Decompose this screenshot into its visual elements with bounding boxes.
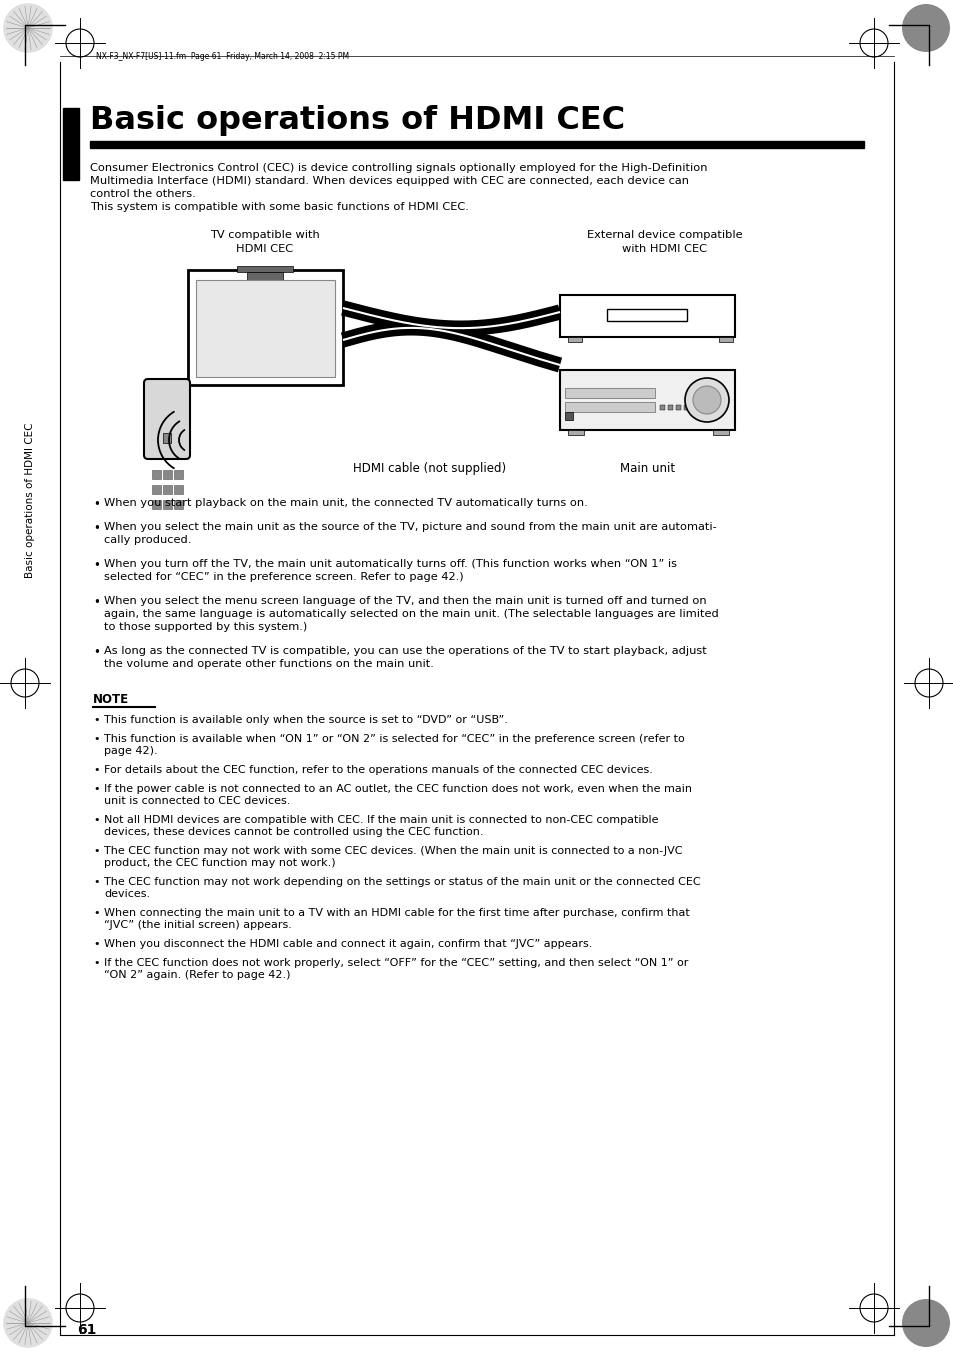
Text: •: • bbox=[92, 846, 99, 857]
Text: This system is compatible with some basic functions of HDMI CEC.: This system is compatible with some basi… bbox=[90, 203, 468, 212]
Text: page 42).: page 42). bbox=[104, 746, 157, 757]
Text: HDMI cable (not supplied): HDMI cable (not supplied) bbox=[353, 462, 506, 476]
Text: When you turn off the TV, the main unit automatically turns off. (This function : When you turn off the TV, the main unit … bbox=[104, 559, 677, 569]
Bar bbox=[163, 500, 172, 509]
Text: •: • bbox=[92, 877, 99, 888]
Circle shape bbox=[4, 1300, 52, 1347]
Text: HDMI CEC: HDMI CEC bbox=[236, 245, 294, 254]
Text: When you select the menu screen language of the TV, and then the main unit is tu: When you select the menu screen language… bbox=[104, 596, 706, 607]
Text: Basic operations of HDMI CEC: Basic operations of HDMI CEC bbox=[25, 423, 35, 578]
Text: •: • bbox=[92, 646, 100, 659]
Text: Main unit: Main unit bbox=[619, 462, 675, 476]
Bar bbox=[567, 336, 581, 342]
Text: Multimedia Interface (HDMI) standard. When devices equipped with CEC are connect: Multimedia Interface (HDMI) standard. Wh… bbox=[90, 176, 688, 186]
Text: •: • bbox=[92, 958, 99, 969]
Text: again, the same language is automatically selected on the main unit. (The select: again, the same language is automaticall… bbox=[104, 609, 718, 619]
Text: TV compatible with: TV compatible with bbox=[210, 230, 319, 240]
Bar bbox=[559, 295, 734, 336]
FancyBboxPatch shape bbox=[144, 380, 190, 459]
Text: “JVC” (the initial screen) appears.: “JVC” (the initial screen) appears. bbox=[104, 920, 292, 929]
Text: The CEC function may not work with some CEC devices. (When the main unit is conn: The CEC function may not work with some … bbox=[104, 846, 681, 857]
Bar bbox=[564, 412, 573, 420]
Text: •: • bbox=[92, 499, 100, 511]
Bar bbox=[567, 430, 583, 435]
Bar bbox=[152, 485, 161, 494]
Text: the volume and operate other functions on the main unit.: the volume and operate other functions o… bbox=[104, 659, 434, 669]
Bar bbox=[667, 405, 672, 409]
Bar bbox=[163, 470, 172, 480]
Text: When you select the main unit as the source of the TV, picture and sound from th: When you select the main unit as the sou… bbox=[104, 521, 716, 532]
Bar bbox=[63, 108, 79, 180]
Bar bbox=[676, 405, 680, 409]
Bar bbox=[173, 485, 183, 494]
Text: to those supported by this system.): to those supported by this system.) bbox=[104, 621, 307, 632]
Text: •: • bbox=[92, 784, 99, 794]
Bar bbox=[195, 280, 335, 377]
Bar bbox=[606, 309, 686, 322]
Text: •: • bbox=[92, 559, 100, 571]
Circle shape bbox=[901, 4, 949, 51]
Text: devices.: devices. bbox=[104, 889, 150, 898]
Text: “ON 2” again. (Refer to page 42.): “ON 2” again. (Refer to page 42.) bbox=[104, 970, 291, 979]
Bar bbox=[90, 141, 863, 149]
Text: selected for “CEC” in the preference screen. Refer to page 42.): selected for “CEC” in the preference scr… bbox=[104, 571, 463, 582]
Bar bbox=[152, 470, 161, 480]
Text: When you disconnect the HDMI cable and connect it again, confirm that “JVC” appe: When you disconnect the HDMI cable and c… bbox=[104, 939, 592, 948]
Text: If the power cable is not connected to an AC outlet, the CEC function does not w: If the power cable is not connected to a… bbox=[104, 784, 691, 794]
Bar bbox=[236, 266, 293, 272]
Text: •: • bbox=[92, 908, 99, 917]
Circle shape bbox=[4, 4, 52, 51]
Bar bbox=[173, 470, 183, 480]
Circle shape bbox=[692, 386, 720, 413]
Text: •: • bbox=[92, 521, 100, 535]
Text: with HDMI CEC: with HDMI CEC bbox=[622, 245, 707, 254]
Bar bbox=[163, 485, 172, 494]
Text: Basic operations of HDMI CEC: Basic operations of HDMI CEC bbox=[90, 105, 624, 136]
Text: For details about the CEC function, refer to the operations manuals of the conne: For details about the CEC function, refe… bbox=[104, 765, 652, 775]
Text: •: • bbox=[92, 939, 99, 948]
Text: When connecting the main unit to a TV with an HDMI cable for the first time afte: When connecting the main unit to a TV wi… bbox=[104, 908, 689, 917]
Text: Not all HDMI devices are compatible with CEC. If the main unit is connected to n: Not all HDMI devices are compatible with… bbox=[104, 815, 658, 825]
Text: NOTE: NOTE bbox=[92, 693, 129, 707]
Text: •: • bbox=[92, 596, 100, 609]
Text: Consumer Electronics Control (CEC) is device controlling signals optionally empl: Consumer Electronics Control (CEC) is de… bbox=[90, 163, 707, 173]
Text: 61: 61 bbox=[77, 1323, 96, 1337]
Text: This function is available when “ON 1” or “ON 2” is selected for “CEC” in the pr: This function is available when “ON 1” o… bbox=[104, 734, 684, 744]
Text: control the others.: control the others. bbox=[90, 189, 195, 199]
Bar bbox=[564, 403, 655, 412]
Bar bbox=[152, 500, 161, 509]
Text: product, the CEC function may not work.): product, the CEC function may not work.) bbox=[104, 858, 335, 867]
Bar bbox=[659, 405, 664, 409]
Circle shape bbox=[901, 1300, 949, 1347]
Bar bbox=[163, 434, 171, 443]
Bar bbox=[188, 270, 343, 385]
Text: If the CEC function does not work properly, select “OFF” for the “CEC” setting, : If the CEC function does not work proper… bbox=[104, 958, 688, 969]
Bar bbox=[173, 500, 183, 509]
Text: devices, these devices cannot be controlled using the CEC function.: devices, these devices cannot be control… bbox=[104, 827, 483, 838]
Bar bbox=[712, 430, 728, 435]
Bar bbox=[683, 405, 688, 409]
Text: When you start playback on the main unit, the connected TV automatically turns o: When you start playback on the main unit… bbox=[104, 499, 587, 508]
Text: unit is connected to CEC devices.: unit is connected to CEC devices. bbox=[104, 796, 290, 807]
Circle shape bbox=[684, 378, 728, 422]
Bar bbox=[247, 272, 283, 282]
Text: •: • bbox=[92, 765, 99, 775]
Text: The CEC function may not work depending on the settings or status of the main un: The CEC function may not work depending … bbox=[104, 877, 700, 888]
Text: This function is available only when the source is set to “DVD” or “USB”.: This function is available only when the… bbox=[104, 715, 507, 725]
Text: As long as the connected TV is compatible, you can use the operations of the TV : As long as the connected TV is compatibl… bbox=[104, 646, 706, 657]
Text: External device compatible: External device compatible bbox=[587, 230, 742, 240]
Text: cally produced.: cally produced. bbox=[104, 535, 192, 544]
Bar bbox=[719, 336, 732, 342]
Bar bbox=[564, 388, 655, 399]
Text: •: • bbox=[92, 815, 99, 825]
Text: NX-F3_NX-F7[US]-11.fm  Page 61  Friday, March 14, 2008  2:15 PM: NX-F3_NX-F7[US]-11.fm Page 61 Friday, Ma… bbox=[96, 51, 349, 61]
Bar bbox=[559, 370, 734, 430]
Text: •: • bbox=[92, 734, 99, 744]
Text: •: • bbox=[92, 715, 99, 725]
